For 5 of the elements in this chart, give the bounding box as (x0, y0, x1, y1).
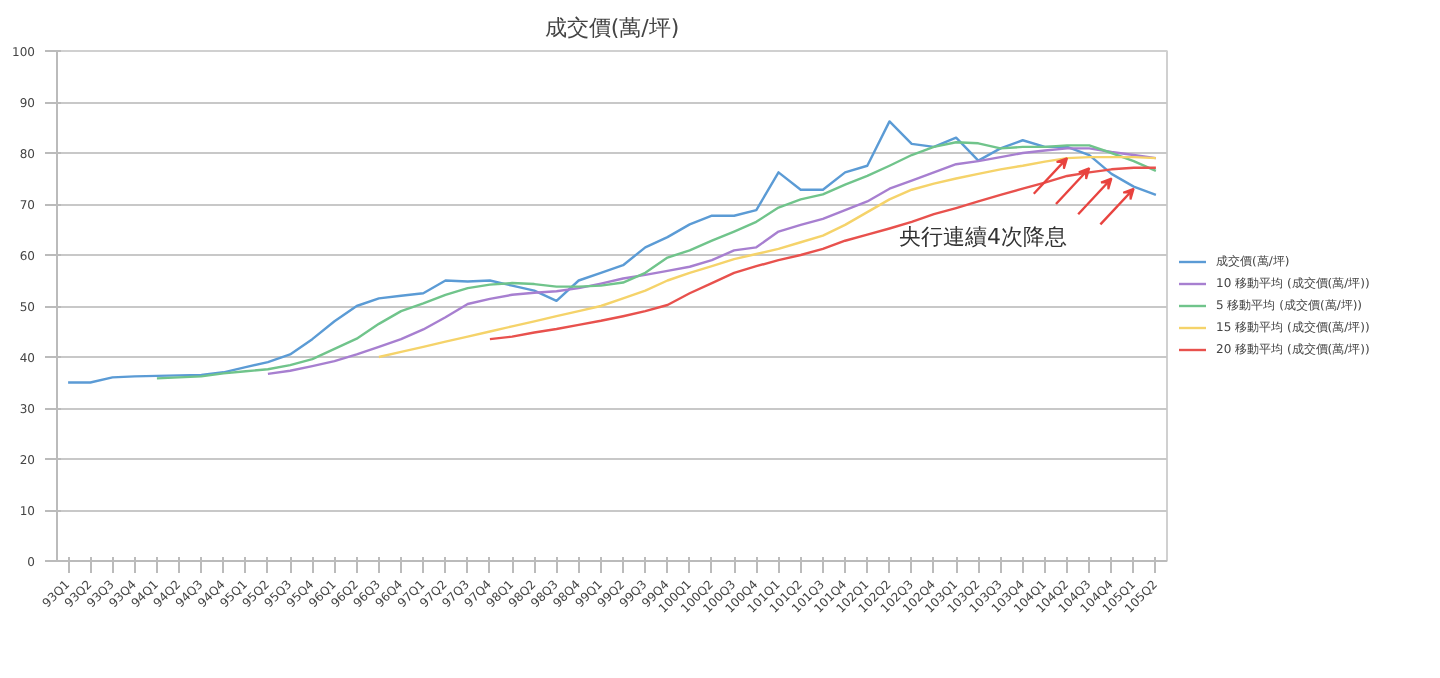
line-series (377, 155, 1158, 359)
line-series (66, 120, 1158, 384)
annotation: 央行連續4次降息 (899, 224, 1068, 251)
chart-title: 成交價(萬/坪) (544, 15, 680, 41)
line-series (488, 166, 1158, 341)
